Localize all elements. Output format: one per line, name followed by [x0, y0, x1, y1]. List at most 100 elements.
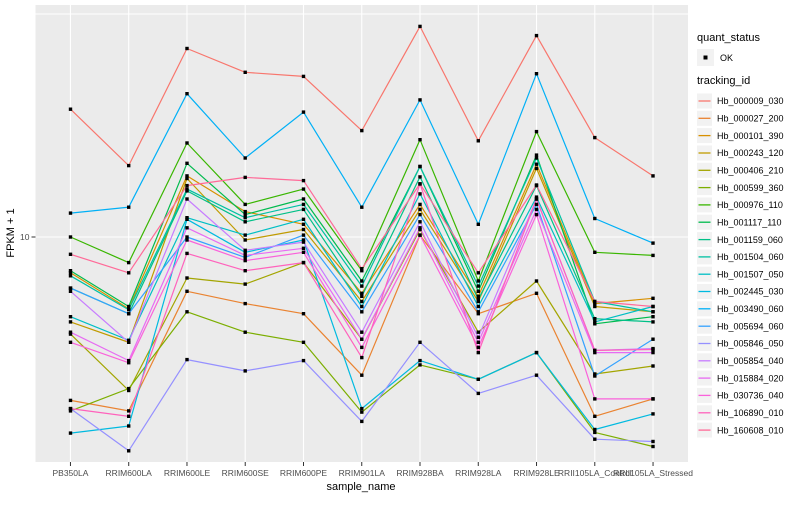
- data-point-marker: [360, 267, 364, 271]
- data-point-marker: [360, 279, 364, 283]
- data-point-marker: [593, 348, 597, 353]
- data-point-marker: [68, 269, 73, 273]
- data-point-marker: [360, 337, 364, 341]
- data-point-marker: [127, 312, 131, 316]
- data-point-marker: [68, 330, 73, 334]
- data-point-marker: [68, 320, 73, 324]
- legend-entry-label: Hb_000976_110: [717, 200, 783, 210]
- data-point-marker: [651, 350, 655, 355]
- legend-entry-label: Hb_001507_050: [717, 269, 784, 279]
- legend-entry-Hb_005854_040: Hb_005854_040: [697, 353, 784, 369]
- data-point-marker: [127, 260, 131, 265]
- data-point-marker: [534, 279, 539, 283]
- data-point-marker: [418, 98, 422, 102]
- data-point-marker: [68, 289, 73, 293]
- data-point-marker: [593, 317, 597, 321]
- x-axis-title: sample_name: [326, 481, 395, 493]
- data-point-marker: [185, 187, 189, 191]
- x-tick-label-RRIM600LA: RRIM600LA: [106, 468, 153, 478]
- legend-layer: Hb_000009_030 Hb_000027_200 Hb_000101_390 H…: [697, 49, 784, 438]
- data-point-marker: [593, 135, 597, 140]
- data-point-marker: [68, 406, 73, 411]
- data-point-marker: [68, 431, 73, 435]
- data-point-marker: [301, 207, 306, 212]
- data-point-marker: [418, 24, 422, 29]
- series-markers-Hb_000009_030: [68, 24, 655, 178]
- series-layer: [68, 24, 655, 453]
- data-point-marker: [534, 202, 539, 207]
- data-point-marker: [534, 212, 539, 217]
- legend-entry-Hb_000243_120: Hb_000243_120: [697, 145, 784, 161]
- data-point-marker: [476, 377, 480, 381]
- data-point-marker: [243, 301, 247, 306]
- data-point-marker: [68, 211, 73, 215]
- data-point-marker: [185, 92, 189, 96]
- data-point-marker: [243, 255, 247, 260]
- data-point-marker: [360, 304, 364, 309]
- data-point-marker: [127, 340, 131, 344]
- legend-entry-label: Hb_000027_200: [717, 114, 784, 124]
- legend-entry-label: Hb_001504_060: [717, 252, 784, 262]
- data-point-marker: [127, 388, 131, 393]
- data-point-marker: [534, 72, 539, 76]
- legend-entry-Hb_160608_010: Hb_160608_010: [697, 422, 784, 438]
- legend-entry-Hb_001504_060: Hb_001504_060: [697, 249, 784, 265]
- legend-entry-Hb_002445_030: Hb_002445_030: [697, 284, 784, 299]
- data-point-marker: [243, 238, 247, 242]
- legend-entry-label: Hb_001159_060: [717, 235, 783, 245]
- legend-entry-label: Hb_005854_040: [717, 356, 784, 366]
- data-point-marker: [418, 220, 422, 224]
- data-point-marker: [651, 304, 655, 309]
- legend-entry-Hb_005846_050: Hb_005846_050: [697, 336, 784, 351]
- data-point-marker: [301, 240, 306, 244]
- data-point-marker: [476, 294, 480, 298]
- data-point-marker: [651, 253, 655, 258]
- legend-entry-Hb_001117_110: Hb_001117_110: [697, 214, 782, 230]
- data-point-marker: [360, 299, 364, 304]
- data-point-marker: [534, 197, 539, 201]
- data-point-marker: [127, 163, 131, 168]
- data-point-marker: [476, 222, 480, 226]
- legend-entry-label: Hb_005694_060: [717, 321, 784, 331]
- data-point-marker: [243, 209, 247, 214]
- data-point-marker: [534, 207, 539, 212]
- series-markers-Hb_160608_010: [68, 175, 655, 309]
- data-point-marker: [593, 374, 597, 378]
- data-point-marker: [593, 430, 597, 435]
- data-point-marker: [360, 269, 364, 273]
- data-point-marker: [127, 424, 131, 428]
- data-point-marker: [301, 217, 306, 221]
- data-point-marker: [534, 162, 539, 166]
- data-point-marker: [476, 330, 480, 334]
- data-point-marker: [593, 414, 597, 418]
- legend-entry-Hb_000599_360: Hb_000599_360: [697, 180, 784, 196]
- data-point-marker: [185, 189, 189, 193]
- data-point-marker: [301, 250, 306, 254]
- series-markers-Hb_015884_020: [68, 207, 655, 363]
- data-point-marker: [418, 363, 422, 367]
- data-point-marker: [301, 222, 306, 226]
- data-point-marker: [651, 320, 655, 324]
- x-tick-label-RRII105LA_Control: RRII105LA_Control: [558, 468, 632, 478]
- data-point-marker: [651, 296, 655, 300]
- data-point-marker: [243, 258, 247, 263]
- data-point-marker: [68, 271, 73, 275]
- x-tick-label-RRII105LA_Stressed: RRII105LA_Stressed: [613, 468, 693, 478]
- data-point-marker: [185, 289, 189, 293]
- data-point-marker: [243, 216, 247, 220]
- data-point-marker: [68, 332, 73, 336]
- data-point-marker: [476, 304, 480, 309]
- legend-entry-label: Hb_000406_210: [717, 166, 784, 176]
- legend-entry-Hb_003490_060: Hb_003490_060: [697, 301, 784, 317]
- data-point-marker: [651, 241, 655, 245]
- data-point-marker: [301, 187, 306, 191]
- data-point-marker: [243, 220, 247, 224]
- data-point-marker: [534, 373, 539, 377]
- data-point-marker: [301, 260, 306, 265]
- legend-entry-label: Hb_001117_110: [717, 217, 782, 227]
- data-point-marker: [360, 310, 364, 314]
- data-point-marker: [360, 128, 364, 133]
- data-point-marker: [243, 233, 247, 237]
- data-point-marker: [418, 202, 422, 207]
- data-point-marker: [418, 182, 422, 186]
